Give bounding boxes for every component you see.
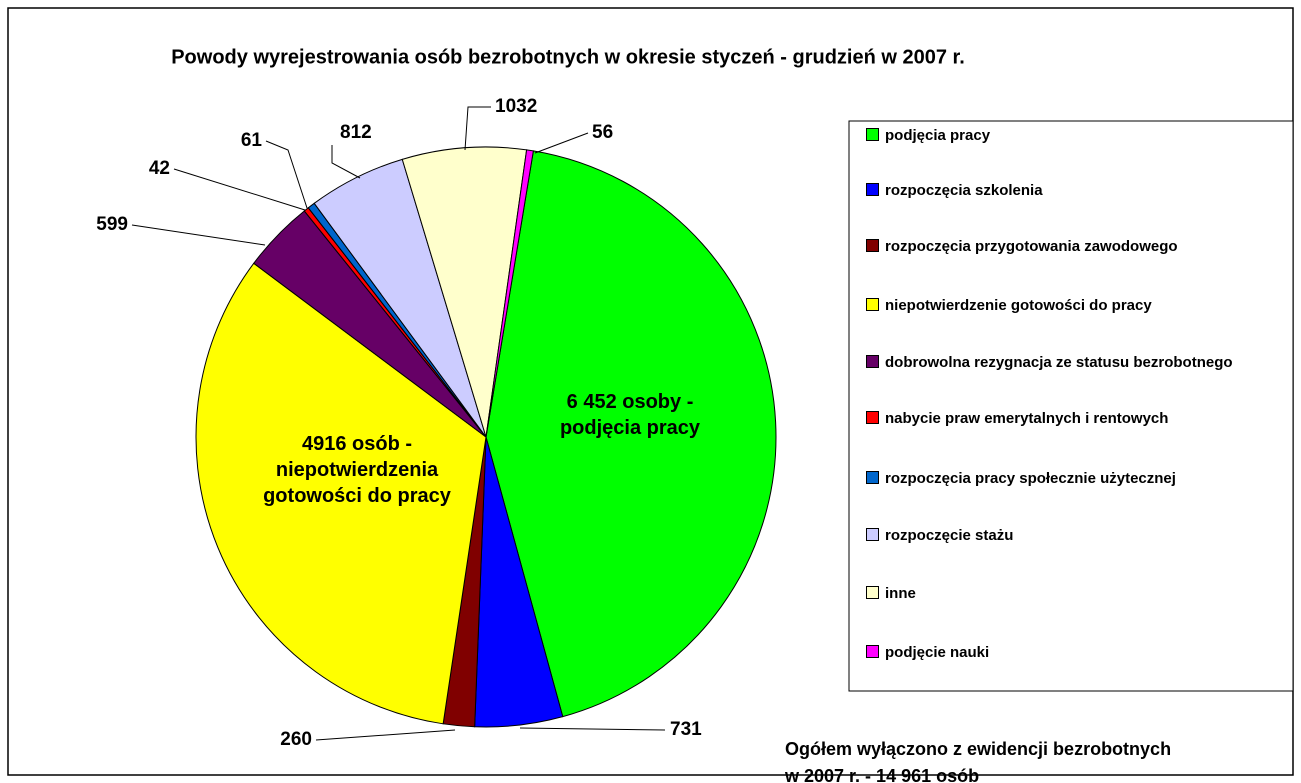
leader-line — [173, 168, 306, 211]
legend-label: rozpoczęcia szkolenia — [885, 182, 1043, 199]
legend-swatch — [866, 528, 879, 541]
legend-label: niepotwierdzenie gotowości do pracy — [885, 297, 1152, 314]
leader-line — [315, 729, 456, 741]
data-label: 260 — [280, 729, 312, 750]
legend-entry: podjęcie nauki — [866, 642, 1290, 663]
pie-slice — [195, 262, 487, 725]
data-label: 61 — [241, 130, 263, 151]
data-label: 56 — [592, 122, 613, 143]
legend-label: dobrowolna rezygnacja ze statusu bezrobo… — [885, 354, 1233, 371]
chart-title: Powody wyrejestrowania osób bezrobotnych… — [171, 46, 965, 68]
legend-label: podjęcia pracy — [885, 127, 991, 144]
legend-entry: rozpoczęcie stażu — [866, 525, 1290, 546]
legend-entry: rozpoczęcia szkolenia — [866, 180, 1290, 201]
data-label: 4916 osób - niepotwierdzenia gotowości d… — [263, 433, 451, 507]
legend-label: rozpoczęcie stażu — [885, 527, 1014, 544]
legend-swatch — [866, 645, 879, 658]
data-label: 1032 — [495, 96, 537, 117]
leader-line — [131, 224, 266, 246]
legend-swatch — [866, 471, 879, 484]
annotation: Ogółem wyłączono z ewidencji bezrobotnyc… — [785, 739, 1172, 783]
pie-slice — [485, 149, 534, 438]
data-label: 599 — [96, 214, 128, 235]
legend-swatch — [866, 411, 879, 424]
legend-swatch — [866, 183, 879, 196]
legend-entry: podjęcia pracy — [866, 125, 1290, 146]
legend-swatch — [866, 239, 879, 252]
pie-slice — [401, 146, 528, 438]
data-label: 6 452 osoby - podjęcia pracy — [559, 391, 701, 439]
data-label: 731 — [670, 719, 702, 740]
legend-label: rozpoczęcia przygotowania zawodowego — [885, 238, 1178, 255]
legend-label: nabycie praw emerytalnych i rentowych — [885, 410, 1169, 427]
pie-slice — [485, 150, 777, 718]
data-label: 42 — [149, 158, 170, 179]
legend-entry: niepotwierdzenie gotowości do pracy — [866, 295, 1290, 316]
legend-label: inne — [885, 585, 916, 602]
leader-line — [464, 106, 491, 151]
leader-line — [331, 145, 361, 179]
legend-swatch — [866, 298, 879, 311]
legend-entry: dobrowolna rezygnacja ze statusu bezrobo… — [866, 352, 1290, 373]
legend-entry: rozpoczęcia pracy społecznie użytecznej — [866, 468, 1290, 489]
legend-label: rozpoczęcia pracy społecznie użytecznej — [885, 470, 1176, 487]
legend-box — [848, 120, 1294, 692]
legend-entry: nabycie praw emerytalnych i rentowych — [866, 408, 1290, 429]
leader-line — [519, 727, 666, 731]
leader-line — [265, 140, 308, 209]
leader-line — [534, 132, 589, 154]
legend-swatch — [866, 586, 879, 599]
legend-swatch — [866, 128, 879, 141]
legend-swatch — [866, 355, 879, 368]
legend-label: podjęcie nauki — [885, 644, 990, 661]
data-label: 812 — [340, 122, 372, 143]
legend-entry: rozpoczęcia przygotowania zawodowego — [866, 236, 1290, 257]
legend-entry: inne — [866, 583, 1290, 604]
